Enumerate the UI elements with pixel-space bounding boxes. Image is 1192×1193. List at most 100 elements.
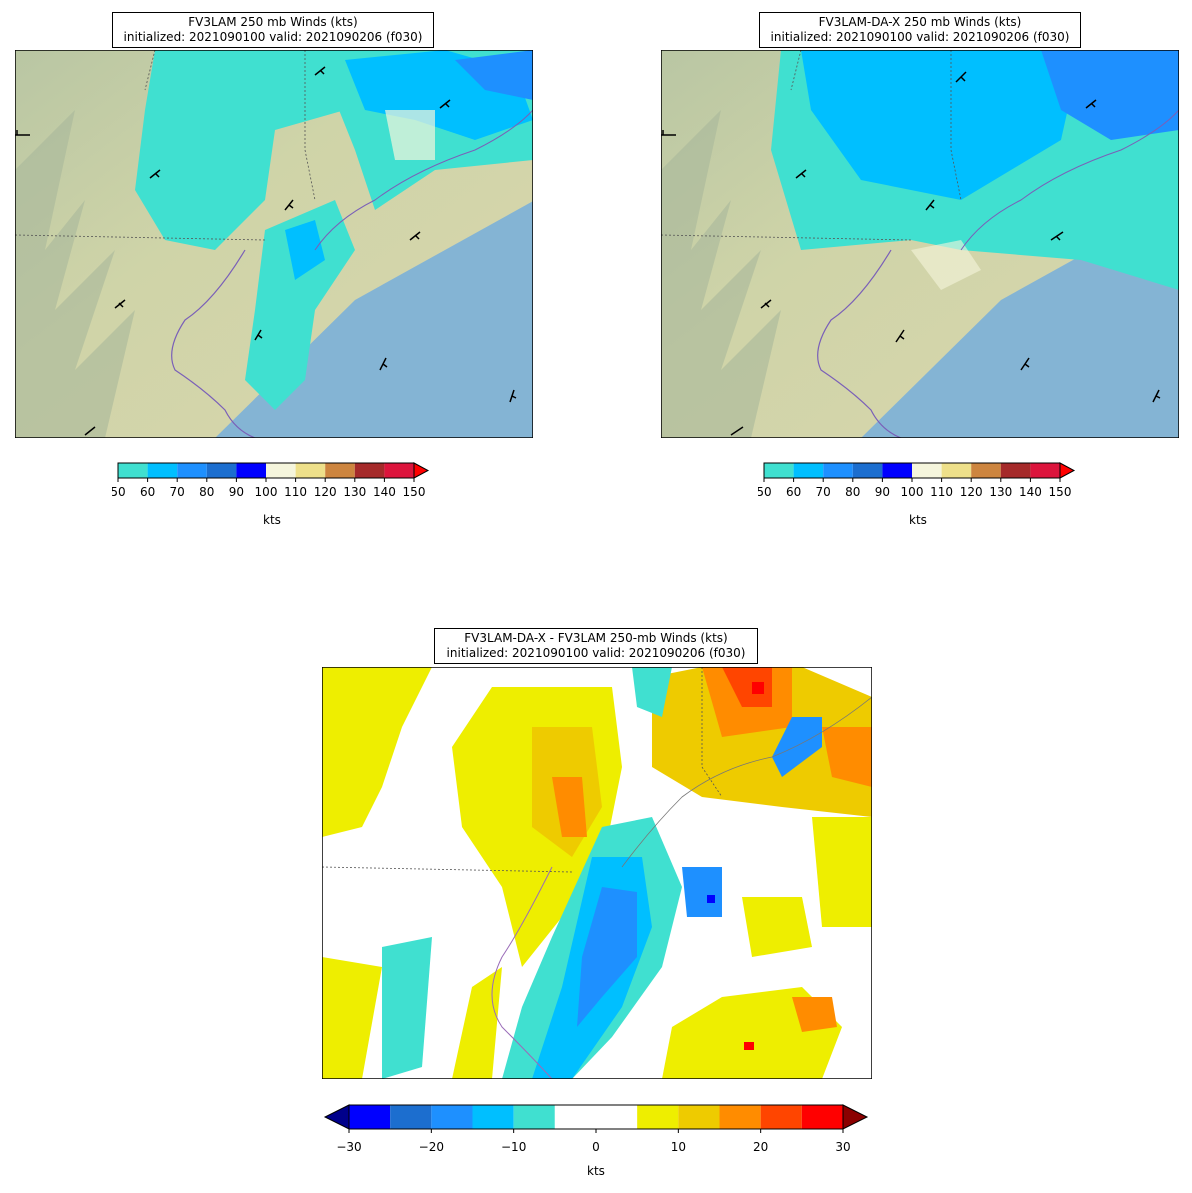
diff-colorbar-segment bbox=[719, 1105, 761, 1129]
diff-neg-15-chesapeake bbox=[577, 887, 637, 1027]
diff-colorbar-tick-label: 30 bbox=[835, 1140, 850, 1154]
diff-map-svg bbox=[322, 667, 872, 1079]
right-colorbar-segment bbox=[941, 463, 972, 478]
right-colorbar-tick-label: 110 bbox=[930, 485, 953, 499]
northeast-coast bbox=[960, 109, 1179, 251]
left-colorbar-extend-arrow bbox=[413, 462, 430, 479]
diff-neg-5-sw bbox=[382, 937, 432, 1079]
diff-pos-30-south bbox=[744, 1042, 754, 1050]
diff-pos-10-se bbox=[742, 897, 812, 957]
diff-pos-10-ssw bbox=[452, 967, 502, 1079]
diff-pos-20-south bbox=[792, 997, 837, 1032]
diff-colorbar-tick-label: 0 bbox=[592, 1140, 600, 1154]
delmarva-terrain bbox=[911, 240, 981, 290]
left-map-svg bbox=[15, 50, 533, 438]
diff-pos-20-e bbox=[822, 727, 872, 787]
diff-neg-15-offshore bbox=[682, 867, 722, 917]
northeast-coast bbox=[314, 109, 533, 251]
right-colorbar-tick-label: 120 bbox=[960, 485, 983, 499]
state-borders bbox=[15, 50, 316, 241]
diff-colorbar-tick-label: −10 bbox=[501, 1140, 526, 1154]
chesapeake-coast bbox=[817, 249, 902, 438]
right-colorbar-tick-label: 90 bbox=[875, 485, 890, 499]
left-colorbar-segment bbox=[384, 463, 414, 478]
right-colorbar-segment bbox=[823, 463, 853, 478]
diff-colorbar: −30 −20 −10 0 10 20 30 bbox=[322, 1100, 872, 1164]
bottom-title-line1: FV3LAM-DA-X - FV3LAM 250-mb Winds (kts) bbox=[464, 631, 728, 645]
left-colorbar-segment bbox=[177, 463, 207, 478]
wind-shade-60 bbox=[801, 50, 1081, 200]
left-colorbar-label: kts bbox=[263, 513, 281, 527]
diff-colorbar-segment bbox=[760, 1105, 802, 1129]
right-colorbar-tick-label: 100 bbox=[901, 485, 924, 499]
difference-map bbox=[322, 667, 872, 1079]
diff-colorbar-segment bbox=[596, 1105, 638, 1129]
diff-pos-10-sw bbox=[322, 957, 382, 1079]
left-colorbar-tick-label: 60 bbox=[140, 485, 155, 499]
diff-colorbar-segment bbox=[431, 1105, 473, 1129]
left-colorbar-tick-label: 150 bbox=[403, 485, 426, 499]
right-colorbar-svg: 50 60 70 80 90 100 110 120 130 140 150 bbox=[756, 462, 1076, 499]
northeast-coast bbox=[621, 696, 872, 868]
diff-colorbar-tick-label: −30 bbox=[336, 1140, 361, 1154]
left-wind-map bbox=[15, 50, 533, 438]
right-colorbar-tick-label: 70 bbox=[816, 485, 831, 499]
left-colorbar-tick-label: 50 bbox=[112, 485, 126, 499]
right-title-line2: initialized: 2021090100 valid: 202109020… bbox=[770, 30, 1070, 44]
diff-pos-20-center bbox=[552, 777, 587, 837]
right-colorbar-tick-label: 60 bbox=[786, 485, 801, 499]
right-map-svg bbox=[661, 50, 1179, 438]
chesapeake-coast bbox=[171, 249, 256, 438]
wind-barbs bbox=[15, 66, 517, 436]
left-colorbar-segment bbox=[118, 463, 148, 478]
wind-shade-70 bbox=[1041, 50, 1179, 140]
right-colorbar-tick-label: 150 bbox=[1049, 485, 1072, 499]
diff-colorbar-tick-label: 20 bbox=[753, 1140, 768, 1154]
bottom-panel-title: FV3LAM-DA-X - FV3LAM 250-mb Winds (kts) … bbox=[434, 628, 758, 664]
diff-colorbar-segment bbox=[637, 1105, 679, 1129]
left-colorbar-tick-label: 100 bbox=[255, 485, 278, 499]
wind-barbs bbox=[661, 71, 1161, 436]
left-panel-title: FV3LAM 250 mb Winds (kts) initialized: 2… bbox=[112, 12, 434, 48]
bottom-title-line2: initialized: 2021090100 valid: 202109020… bbox=[446, 646, 746, 660]
diff-pos-15-ne bbox=[652, 667, 872, 817]
diff-colorbar-label: kts bbox=[587, 1164, 605, 1178]
right-colorbar-segment bbox=[852, 463, 883, 478]
diff-pos-10-east bbox=[812, 817, 872, 927]
diff-neg-15-ne bbox=[772, 717, 822, 777]
left-colorbar-segment bbox=[206, 463, 237, 478]
state-borders bbox=[322, 667, 723, 873]
left-colorbar-svg: 50 60 70 80 90 100 110 120 130 140 150 bbox=[110, 462, 430, 499]
diff-colorbar-segment bbox=[678, 1105, 720, 1129]
left-colorbar-tick-label: 130 bbox=[343, 485, 366, 499]
diff-colorbar-extend-low bbox=[323, 1104, 350, 1130]
wind-shade-50 bbox=[135, 50, 345, 250]
right-colorbar-segment bbox=[971, 463, 1001, 478]
right-colorbar-segment bbox=[1030, 463, 1060, 478]
diff-pos-10-west bbox=[322, 667, 432, 837]
longisland-terrain bbox=[385, 110, 435, 160]
diff-pos-30-ne bbox=[752, 682, 764, 694]
right-colorbar-tick-label: 140 bbox=[1019, 485, 1042, 499]
state-borders bbox=[661, 50, 962, 241]
right-colorbar-tick-label: 130 bbox=[989, 485, 1012, 499]
diff-colorbar-segment bbox=[472, 1105, 514, 1129]
left-colorbar-segment bbox=[236, 463, 266, 478]
right-colorbar-segment bbox=[764, 463, 794, 478]
left-colorbar-segment bbox=[325, 463, 355, 478]
diff-colorbar-segment bbox=[554, 1105, 596, 1129]
left-title-line2: initialized: 2021090100 valid: 202109020… bbox=[123, 30, 423, 44]
diff-colorbar-tick-label: 10 bbox=[671, 1140, 686, 1154]
left-colorbar-tick-label: 110 bbox=[284, 485, 307, 499]
left-title-line1: FV3LAM 250 mb Winds (kts) bbox=[188, 15, 358, 29]
wind-shade-60-s bbox=[285, 220, 325, 280]
diff-colorbar-segment bbox=[513, 1105, 555, 1129]
right-colorbar: 50 60 70 80 90 100 110 120 130 140 150 bbox=[756, 458, 1088, 512]
diff-neg-5-n bbox=[632, 667, 672, 717]
ridge-shading bbox=[15, 110, 135, 438]
diff-neg-30-offshore bbox=[707, 895, 715, 903]
left-colorbar-tick-label: 80 bbox=[199, 485, 214, 499]
left-colorbar-tick-label: 140 bbox=[373, 485, 396, 499]
right-colorbar-tick-label: 50 bbox=[758, 485, 772, 499]
chesapeake-coast bbox=[491, 866, 553, 1079]
